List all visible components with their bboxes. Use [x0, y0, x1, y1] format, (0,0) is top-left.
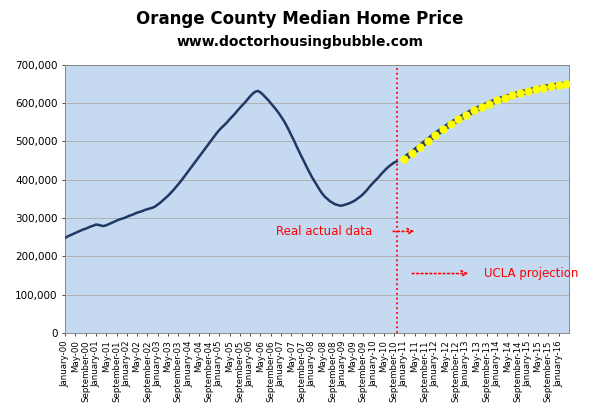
Text: www.doctorhousingbubble.com: www.doctorhousingbubble.com — [176, 35, 424, 50]
Text: Real actual data: Real actual data — [276, 225, 372, 238]
Text: Orange County Median Home Price: Orange County Median Home Price — [136, 10, 464, 28]
Text: UCLA projection: UCLA projection — [484, 267, 578, 280]
